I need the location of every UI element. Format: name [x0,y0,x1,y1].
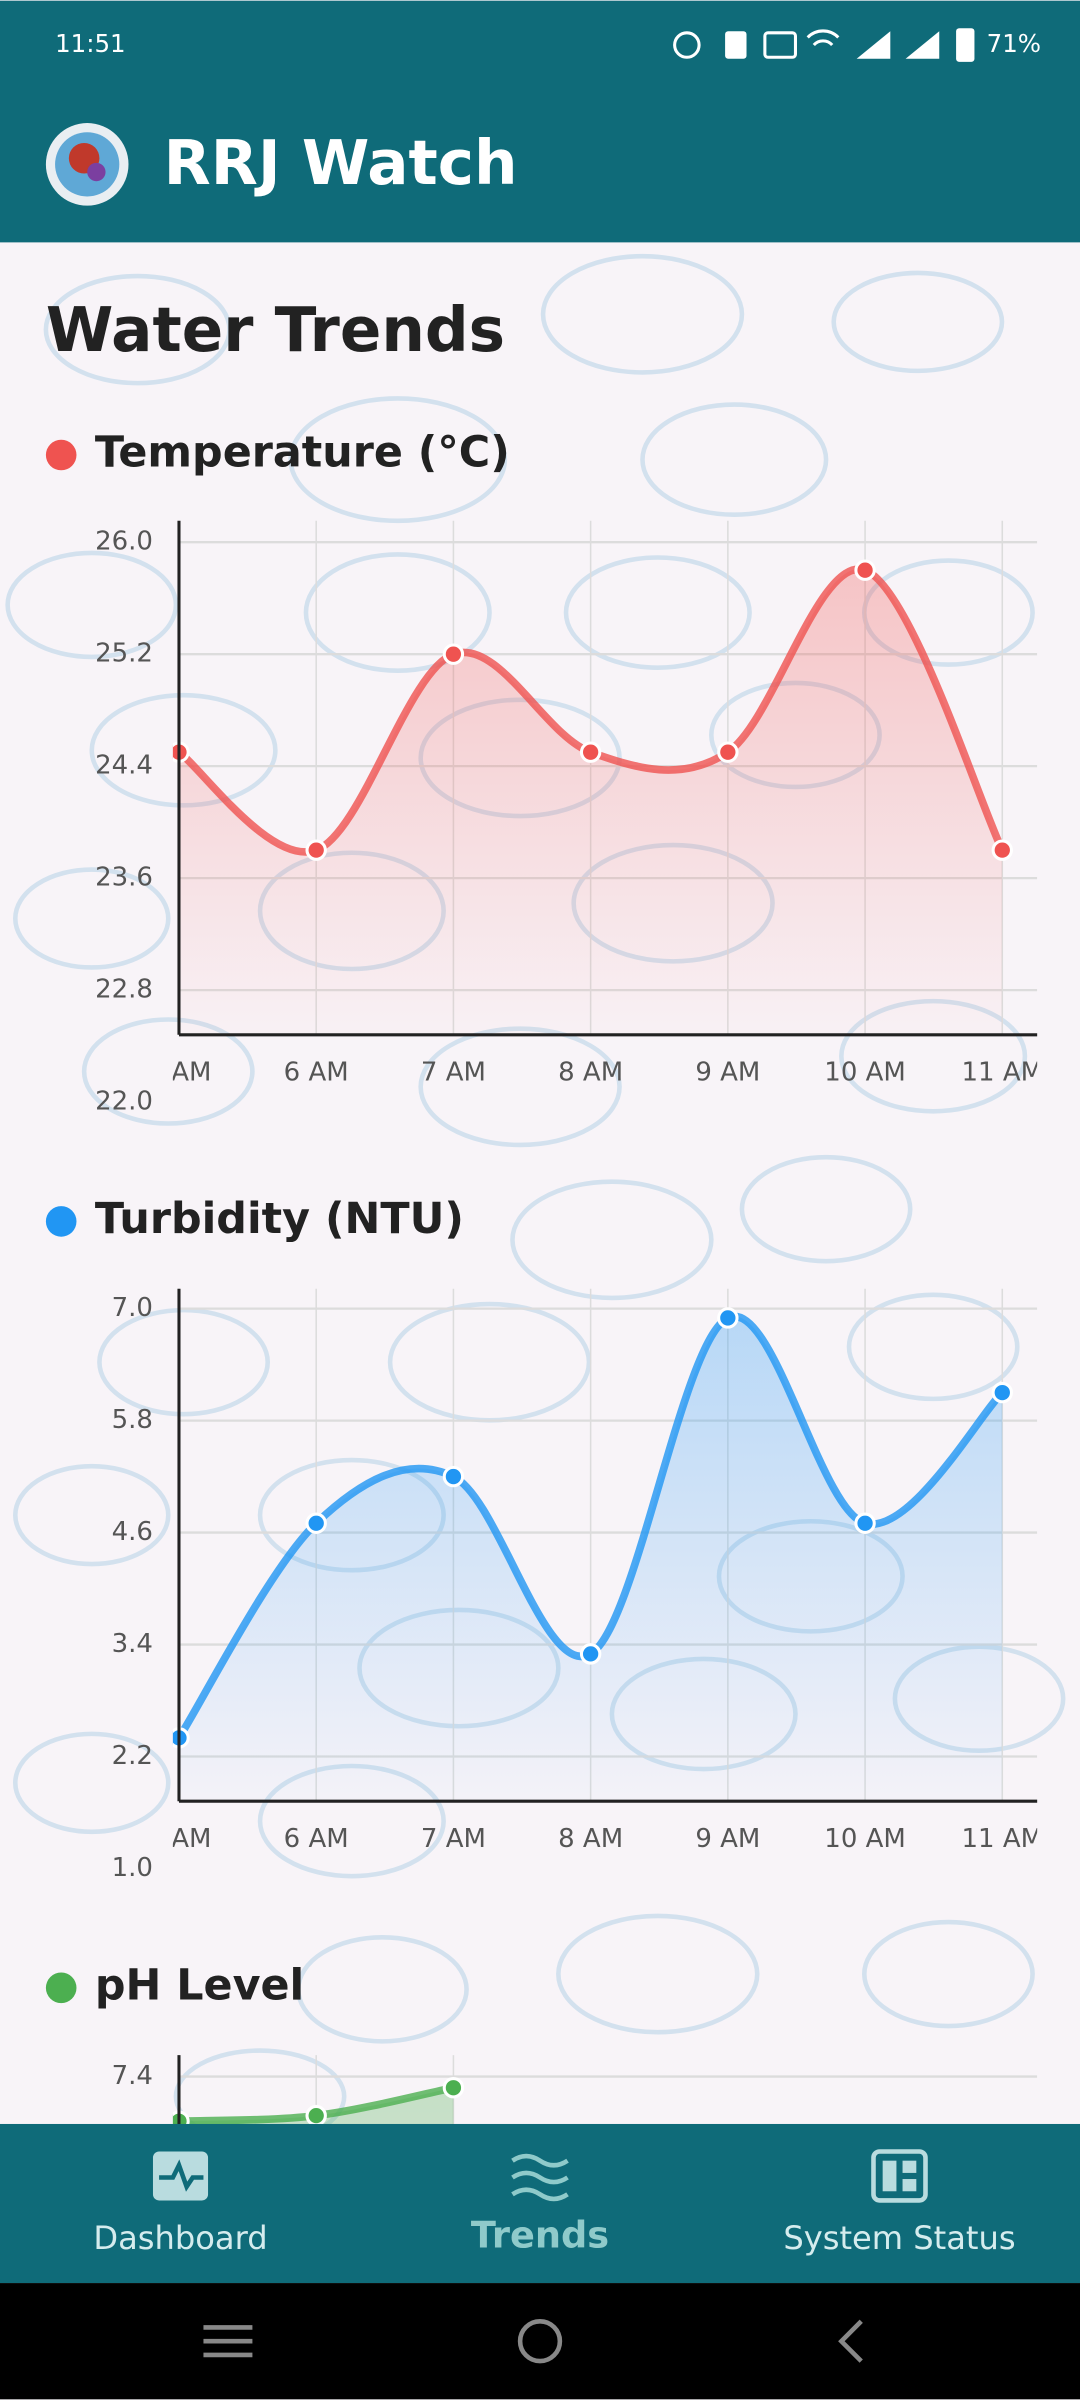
nav-system-status[interactable]: System Status [783,2149,1016,2258]
legend-dot [45,1972,77,2004]
data-point [579,741,602,763]
x-tick-label: 8 AM [558,1058,623,1088]
chart-title: Temperature (°C) [95,428,510,478]
page-title: Water Trends [46,295,505,366]
system-nav-buttons[interactable] [203,2319,863,2364]
area [178,569,1003,1035]
nav-label: System Status [783,2219,1015,2257]
x-tick-label: 7 AM [421,1824,486,1854]
data-point [854,559,876,581]
x-tick-label: 10 AM [824,1824,906,1854]
nav-dashboard[interactable]: Dashboard [93,2151,268,2258]
chart: Turbidity (NTU) 5 AM 6 AM 7 AM 8 AM 9 AM 10 AM… [45,1194,1043,1883]
x-tick-label: 8 AM [558,1824,623,1854]
chart-title: pH Level [95,1960,304,2010]
chart: pH Level 7.4 [45,1960,1038,2124]
y-tick-label: 22.8 [95,975,153,1005]
y-tick-label: 4.6 [112,1517,153,1547]
status-battery: 71% [987,29,1041,58]
chart: Temperature (°C) 5 AM 6 AM 7 AM 8 AM 9 AM 10 A… [45,428,1043,1117]
plot-area [172,2055,1038,2124]
data-point [579,1643,602,1665]
x-tick-label: 6 AM [284,1058,349,1088]
y-tick-label: 7.4 [112,2061,153,2091]
area [178,1316,1003,1802]
app-title: RRJ Watch [164,128,518,199]
y-tick-label: 22.0 [95,1087,153,1117]
data-point [305,2104,327,2124]
x-tick-label: 9 AM [695,1058,760,1088]
x-tick-label: 11 AM [961,1824,1043,1854]
x-tick-label: 6 AM [284,1824,349,1854]
bottom-nav [0,2123,1080,2284]
x-tick-label: 7 AM [421,1058,486,1088]
y-tick-label: 3.4 [112,1629,153,1659]
status-icons [673,28,975,62]
data-point [442,1465,465,1488]
y-tick-label: 7.0 [112,1293,153,1323]
data-point [717,741,739,763]
y-tick-label: 24.4 [95,751,153,781]
data-point [442,2077,465,2099]
app-logo [45,123,129,206]
data-point [717,1307,739,1329]
data-point [305,839,327,861]
data-point [305,1512,327,1534]
data-point [991,839,1013,861]
legend-dot [45,439,77,471]
legend-dot [45,1206,77,1237]
x-tick-label: 11 AM [961,1058,1043,1088]
nav-label: Dashboard [93,2219,267,2257]
content: Water Trends Temperature (°C) 5 AM 6 AM 7 A… [45,295,1043,2124]
plot-area: 5 AM 6 AM 7 AM 8 AM 9 AM 10 AM 11 AM [146,520,1043,1088]
plot-area: 5 AM 6 AM 7 AM 8 AM 9 AM 10 AM 11 AM [146,1288,1043,1854]
x-tick-label: 5 AM [146,1058,211,1088]
y-tick-label: 25.2 [95,639,153,669]
area [178,2087,454,2124]
data-point [991,1381,1013,1404]
x-tick-label: 9 AM [695,1824,760,1854]
x-tick-label: 10 AM [824,1058,906,1088]
y-tick-label: 26.0 [95,527,153,557]
chart-title: Turbidity (NTU) [95,1194,464,1244]
y-tick-label: 2.2 [112,1741,153,1771]
data-point [854,1512,876,1534]
nav-trends[interactable]: Trends [471,2153,609,2257]
y-tick-label: 1.0 [112,1853,153,1883]
data-point [442,643,465,665]
x-tick-label: 5 AM [146,1824,211,1854]
system-nav [0,2283,1080,2400]
status-time: 11:51 [55,29,126,58]
y-tick-label: 23.6 [95,863,153,893]
nav-label: Trends [471,2214,609,2257]
y-tick-label: 5.8 [112,1405,153,1435]
app-bar [0,0,1080,243]
